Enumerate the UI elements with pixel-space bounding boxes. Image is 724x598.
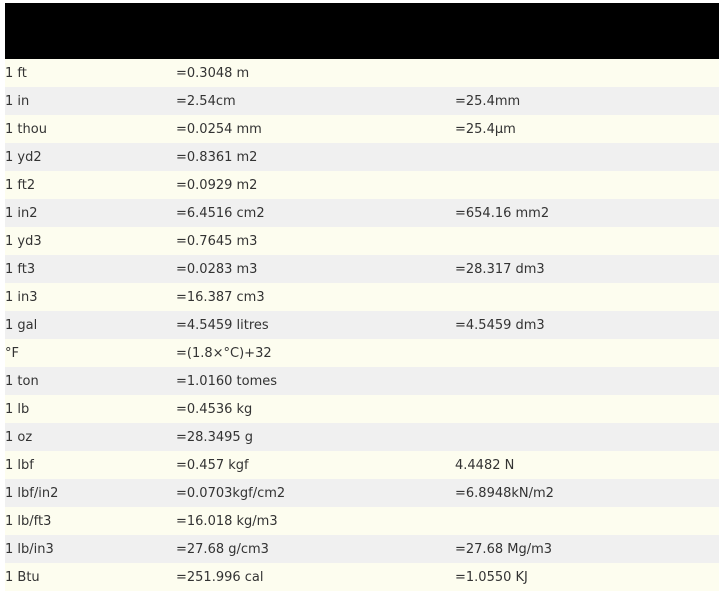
alt-metric-value-cell xyxy=(455,507,719,535)
metric-value-cell: =0.457 kgf xyxy=(176,457,249,473)
alt-metric-value-cell xyxy=(455,423,719,451)
alt-metric-value-cell: =4.5459 dm3 xyxy=(455,317,545,333)
table-row: 1 ft =0.3048 m xyxy=(5,59,719,87)
unit-cell: 1 ft3 xyxy=(5,261,36,277)
alt-metric-value-cell: =1.0550 KJ xyxy=(455,569,528,585)
table-row: 1 oz =28.3495 g xyxy=(5,423,719,451)
table-row: 1 lbf/in2 =0.0703kgf/cm2 =6.8948kN/m2 xyxy=(5,479,719,507)
metric-value-cell: =27.68 g/cm3 xyxy=(176,541,269,557)
unit-cell: 1 Btu xyxy=(5,569,40,585)
alt-metric-value-cell: =27.68 Mg/m3 xyxy=(455,541,553,557)
metric-value-cell: =0.0703kgf/cm2 xyxy=(176,485,286,501)
unit-cell: 1 in xyxy=(5,93,30,109)
alt-metric-value-cell: =654.16 mm2 xyxy=(455,205,550,221)
table-row: 1 thou =0.0254 mm =25.4µm xyxy=(5,115,719,143)
metric-value-cell: =16.387 cm3 xyxy=(176,289,265,305)
unit-cell: 1 gal xyxy=(5,317,38,333)
table-row: 1 in3 =16.387 cm3 xyxy=(5,283,719,311)
alt-metric-value-cell xyxy=(455,339,719,367)
unit-cell: 1 lb/in3 xyxy=(5,541,54,557)
unit-cell: 1 lbf xyxy=(5,457,34,473)
alt-metric-value-cell: 4.4482 N xyxy=(455,457,515,473)
metric-value-cell: =0.8361 m2 xyxy=(176,149,258,165)
metric-value-cell: =1.0160 tomes xyxy=(176,373,277,389)
metric-value-cell: =2.54cm xyxy=(176,93,236,109)
metric-value-cell: =0.4536 kg xyxy=(176,401,253,417)
unit-cell: 1 lb/ft3 xyxy=(5,513,52,529)
table-row: 1 lb/in3 =27.68 g/cm3 =27.68 Mg/m3 xyxy=(5,535,719,563)
metric-value-cell: =251.996 cal xyxy=(176,569,264,585)
metric-value-cell: =28.3495 g xyxy=(176,429,254,445)
table-row: 1 in2 =6.4516 cm2 =654.16 mm2 xyxy=(5,199,719,227)
table-row: 1 ft3 =0.0283 m3 =28.317 dm3 xyxy=(5,255,719,283)
unit-cell: 1 thou xyxy=(5,121,47,137)
metric-value-cell: =16.018 kg/m3 xyxy=(176,513,278,529)
alt-metric-value-cell: =25.4mm xyxy=(455,93,521,109)
table-row: 1 gal =4.5459 litres =4.5459 dm3 xyxy=(5,311,719,339)
alt-metric-value-cell: =28.317 dm3 xyxy=(455,261,545,277)
unit-conversion-table: 1 ft =0.3048 m 1 in =2.54cm =25.4mm 1 thou =0.… xyxy=(5,59,719,591)
metric-value-cell: =0.0254 mm xyxy=(176,121,262,137)
metric-value-cell: =(1.8×°C)+32 xyxy=(176,345,272,361)
unit-cell: 1 lbf/in2 xyxy=(5,485,59,501)
alt-metric-value-cell xyxy=(455,227,719,255)
table-row: 1 lb/ft3 =16.018 kg/m3 xyxy=(5,507,719,535)
metric-value-cell: =0.0929 m2 xyxy=(176,177,258,193)
table-row: 1 yd3 =0.7645 m3 xyxy=(5,227,719,255)
metric-value-cell: =0.3048 m xyxy=(176,65,250,81)
metric-value-cell: =0.7645 m3 xyxy=(176,233,258,249)
unit-cell: 1 ft xyxy=(5,65,27,81)
unit-cell: 1 in3 xyxy=(5,289,38,305)
alt-metric-value-cell xyxy=(455,367,719,395)
metric-value-cell: =0.0283 m3 xyxy=(176,261,258,277)
unit-cell: 1 lb xyxy=(5,401,30,417)
unit-cell: °F xyxy=(5,345,19,361)
table-header-bar xyxy=(5,3,719,59)
table-row: 1 Btu =251.996 cal =1.0550 KJ xyxy=(5,563,719,591)
table-row: 1 lb =0.4536 kg xyxy=(5,395,719,423)
alt-metric-value-cell: =25.4µm xyxy=(455,121,516,137)
unit-cell: 1 ft2 xyxy=(5,177,36,193)
alt-metric-value-cell xyxy=(455,171,719,199)
alt-metric-value-cell: =6.8948kN/m2 xyxy=(455,485,554,501)
unit-cell: 1 oz xyxy=(5,429,33,445)
table-row: 1 in =2.54cm =25.4mm xyxy=(5,87,719,115)
table-row: 1 lbf =0.457 kgf 4.4482 N xyxy=(5,451,719,479)
table-row: 1 ton =1.0160 tomes xyxy=(5,367,719,395)
unit-cell: 1 ton xyxy=(5,373,39,389)
alt-metric-value-cell xyxy=(455,283,719,311)
metric-value-cell: =6.4516 cm2 xyxy=(176,205,265,221)
alt-metric-value-cell xyxy=(455,59,719,87)
table-row: 1 ft2 =0.0929 m2 xyxy=(5,171,719,199)
table-row: °F =(1.8×°C)+32 xyxy=(5,339,719,367)
conversion-table-container: 1 ft =0.3048 m 1 in =2.54cm =25.4mm 1 thou =0.… xyxy=(5,3,719,591)
alt-metric-value-cell xyxy=(455,395,719,423)
alt-metric-value-cell xyxy=(455,143,719,171)
metric-value-cell: =4.5459 litres xyxy=(176,317,269,333)
unit-cell: 1 yd2 xyxy=(5,149,42,165)
unit-cell: 1 yd3 xyxy=(5,233,42,249)
unit-cell: 1 in2 xyxy=(5,205,38,221)
table-row: 1 yd2 =0.8361 m2 xyxy=(5,143,719,171)
